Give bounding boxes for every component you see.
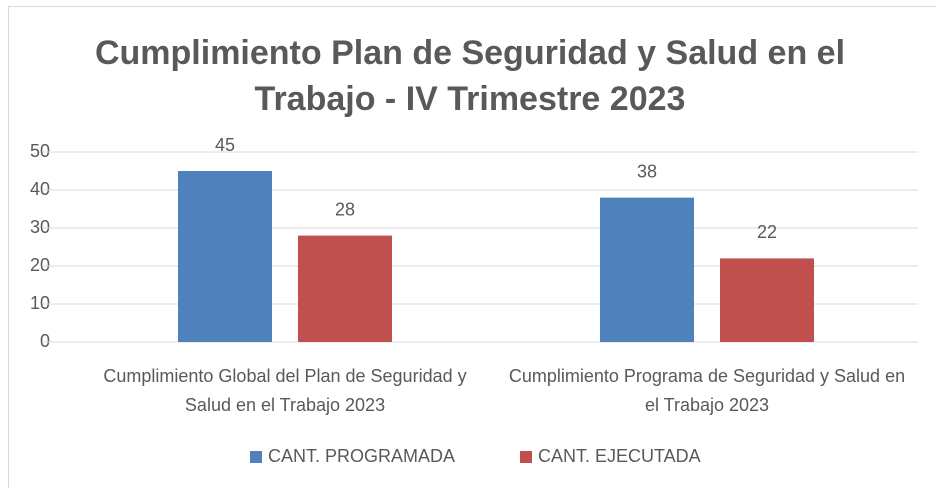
chart-frame <box>8 6 936 488</box>
value-label: 28 <box>335 199 355 219</box>
y-tick-label: 0 <box>40 331 50 351</box>
y-tick-label: 10 <box>30 293 50 313</box>
value-label: 45 <box>215 135 235 155</box>
x-tick-label: Cumplimiento Global del Plan de Segurida… <box>103 366 467 415</box>
y-tick-label: 40 <box>30 179 50 199</box>
legend-label: CANT. EJECUTADA <box>538 446 701 466</box>
x-tick-label: Cumplimiento Programa de Seguridad y Sal… <box>508 366 906 415</box>
bar <box>178 171 272 342</box>
y-tick-label: 30 <box>30 217 50 237</box>
bar <box>298 235 392 342</box>
legend-swatch <box>250 451 262 463</box>
y-tick-label: 20 <box>30 255 50 275</box>
bar <box>600 197 694 342</box>
legend-swatch <box>520 451 532 463</box>
value-label: 38 <box>637 161 657 181</box>
y-tick-label: 50 <box>30 141 50 161</box>
bar <box>720 258 814 342</box>
value-label: 22 <box>757 222 777 242</box>
legend-label: CANT. PROGRAMADA <box>268 446 455 466</box>
chart-title: Cumplimiento Plan de Seguridad y Salud e… <box>94 34 846 118</box>
